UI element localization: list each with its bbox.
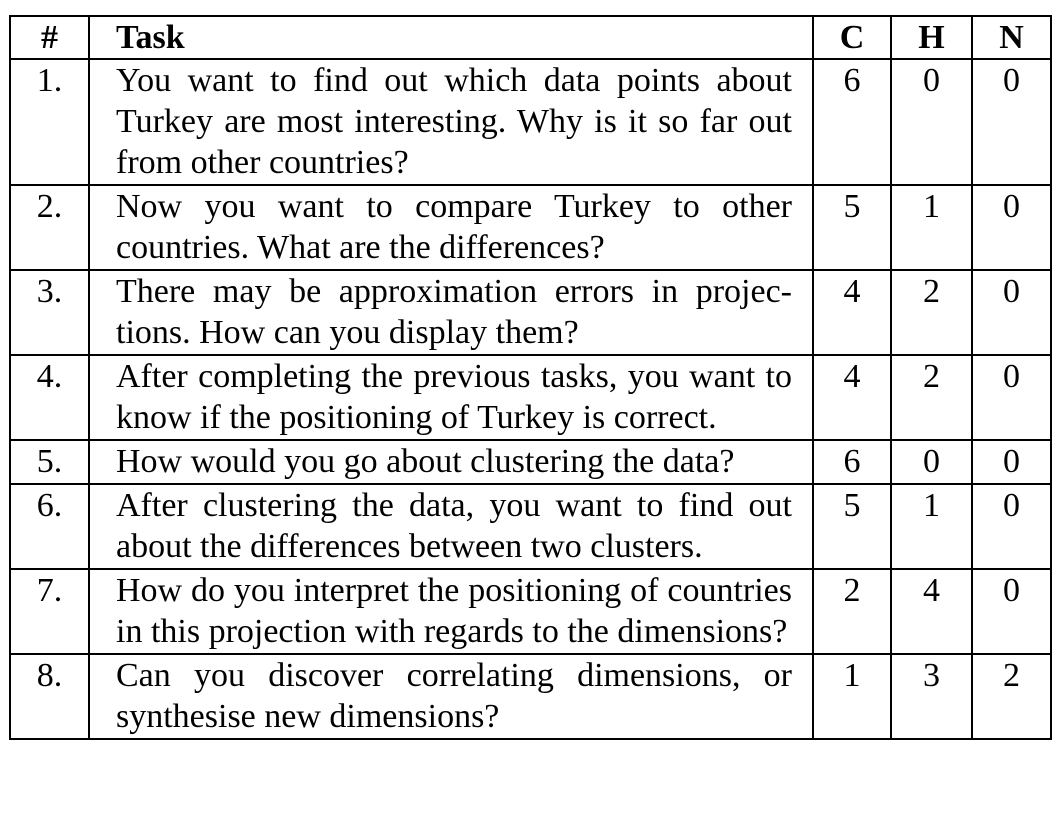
task-description: After completing the previous tasks, you… (88, 354, 814, 441)
table-body: 1. You want to find out which data point… (9, 58, 1052, 740)
table-row: 5. How would you go about clustering the… (9, 439, 1052, 485)
task-description: There may be approximation errors in pro… (88, 269, 814, 356)
header-c: C (812, 15, 892, 60)
row-number: 6. (9, 483, 90, 570)
task-table: # Task C H N 1. You want to find out whi… (9, 15, 1052, 740)
count-n: 2 (971, 653, 1052, 740)
row-number: 4. (9, 354, 90, 441)
count-h: 1 (890, 184, 973, 271)
count-h: 1 (890, 483, 973, 570)
count-c: 1 (812, 653, 892, 740)
task-table-container: # Task C H N 1. You want to find out whi… (9, 15, 1052, 740)
row-number: 8. (9, 653, 90, 740)
row-number: 3. (9, 269, 90, 356)
count-n: 0 (971, 184, 1052, 271)
count-h: 0 (890, 58, 973, 186)
count-c: 6 (812, 58, 892, 186)
count-n: 0 (971, 568, 1052, 655)
table-row: 2. Now you want to compare Turkey to oth… (9, 184, 1052, 271)
task-description: You want to find out which data points a… (88, 58, 814, 186)
header-task: Task (88, 15, 814, 60)
table-row: 8. Can you discover correlating dimensio… (9, 653, 1052, 740)
row-number: 5. (9, 439, 90, 485)
table-row: 7. How do you interpret the positioning … (9, 568, 1052, 655)
count-h: 4 (890, 568, 973, 655)
count-h: 0 (890, 439, 973, 485)
row-number: 7. (9, 568, 90, 655)
table-row: 3. There may be approximation errors in … (9, 269, 1052, 356)
count-n: 0 (971, 439, 1052, 485)
count-n: 0 (971, 58, 1052, 186)
count-h: 3 (890, 653, 973, 740)
count-h: 2 (890, 354, 973, 441)
task-description: Can you discover correlating dimensions,… (88, 653, 814, 740)
task-description: After clustering the data, you want to f… (88, 483, 814, 570)
count-c: 6 (812, 439, 892, 485)
task-description: Now you want to compare Turkey to other … (88, 184, 814, 271)
row-number: 2. (9, 184, 90, 271)
header-row: # Task C H N (9, 15, 1052, 60)
count-n: 0 (971, 269, 1052, 356)
table-row: 1. You want to find out which data point… (9, 58, 1052, 186)
count-h: 2 (890, 269, 973, 356)
count-c: 5 (812, 184, 892, 271)
task-description: How do you interpret the positioning of … (88, 568, 814, 655)
table-row: 6. After clustering the data, you want t… (9, 483, 1052, 570)
count-c: 5 (812, 483, 892, 570)
count-n: 0 (971, 483, 1052, 570)
header-number: # (9, 15, 90, 60)
row-number: 1. (9, 58, 90, 186)
header-n: N (971, 15, 1052, 60)
count-c: 4 (812, 354, 892, 441)
count-n: 0 (971, 354, 1052, 441)
count-c: 2 (812, 568, 892, 655)
count-c: 4 (812, 269, 892, 356)
table-row: 4. After completing the previous tasks, … (9, 354, 1052, 441)
task-description: How would you go about clustering the da… (88, 439, 814, 485)
header-h: H (890, 15, 973, 60)
table-header: # Task C H N (9, 15, 1052, 60)
